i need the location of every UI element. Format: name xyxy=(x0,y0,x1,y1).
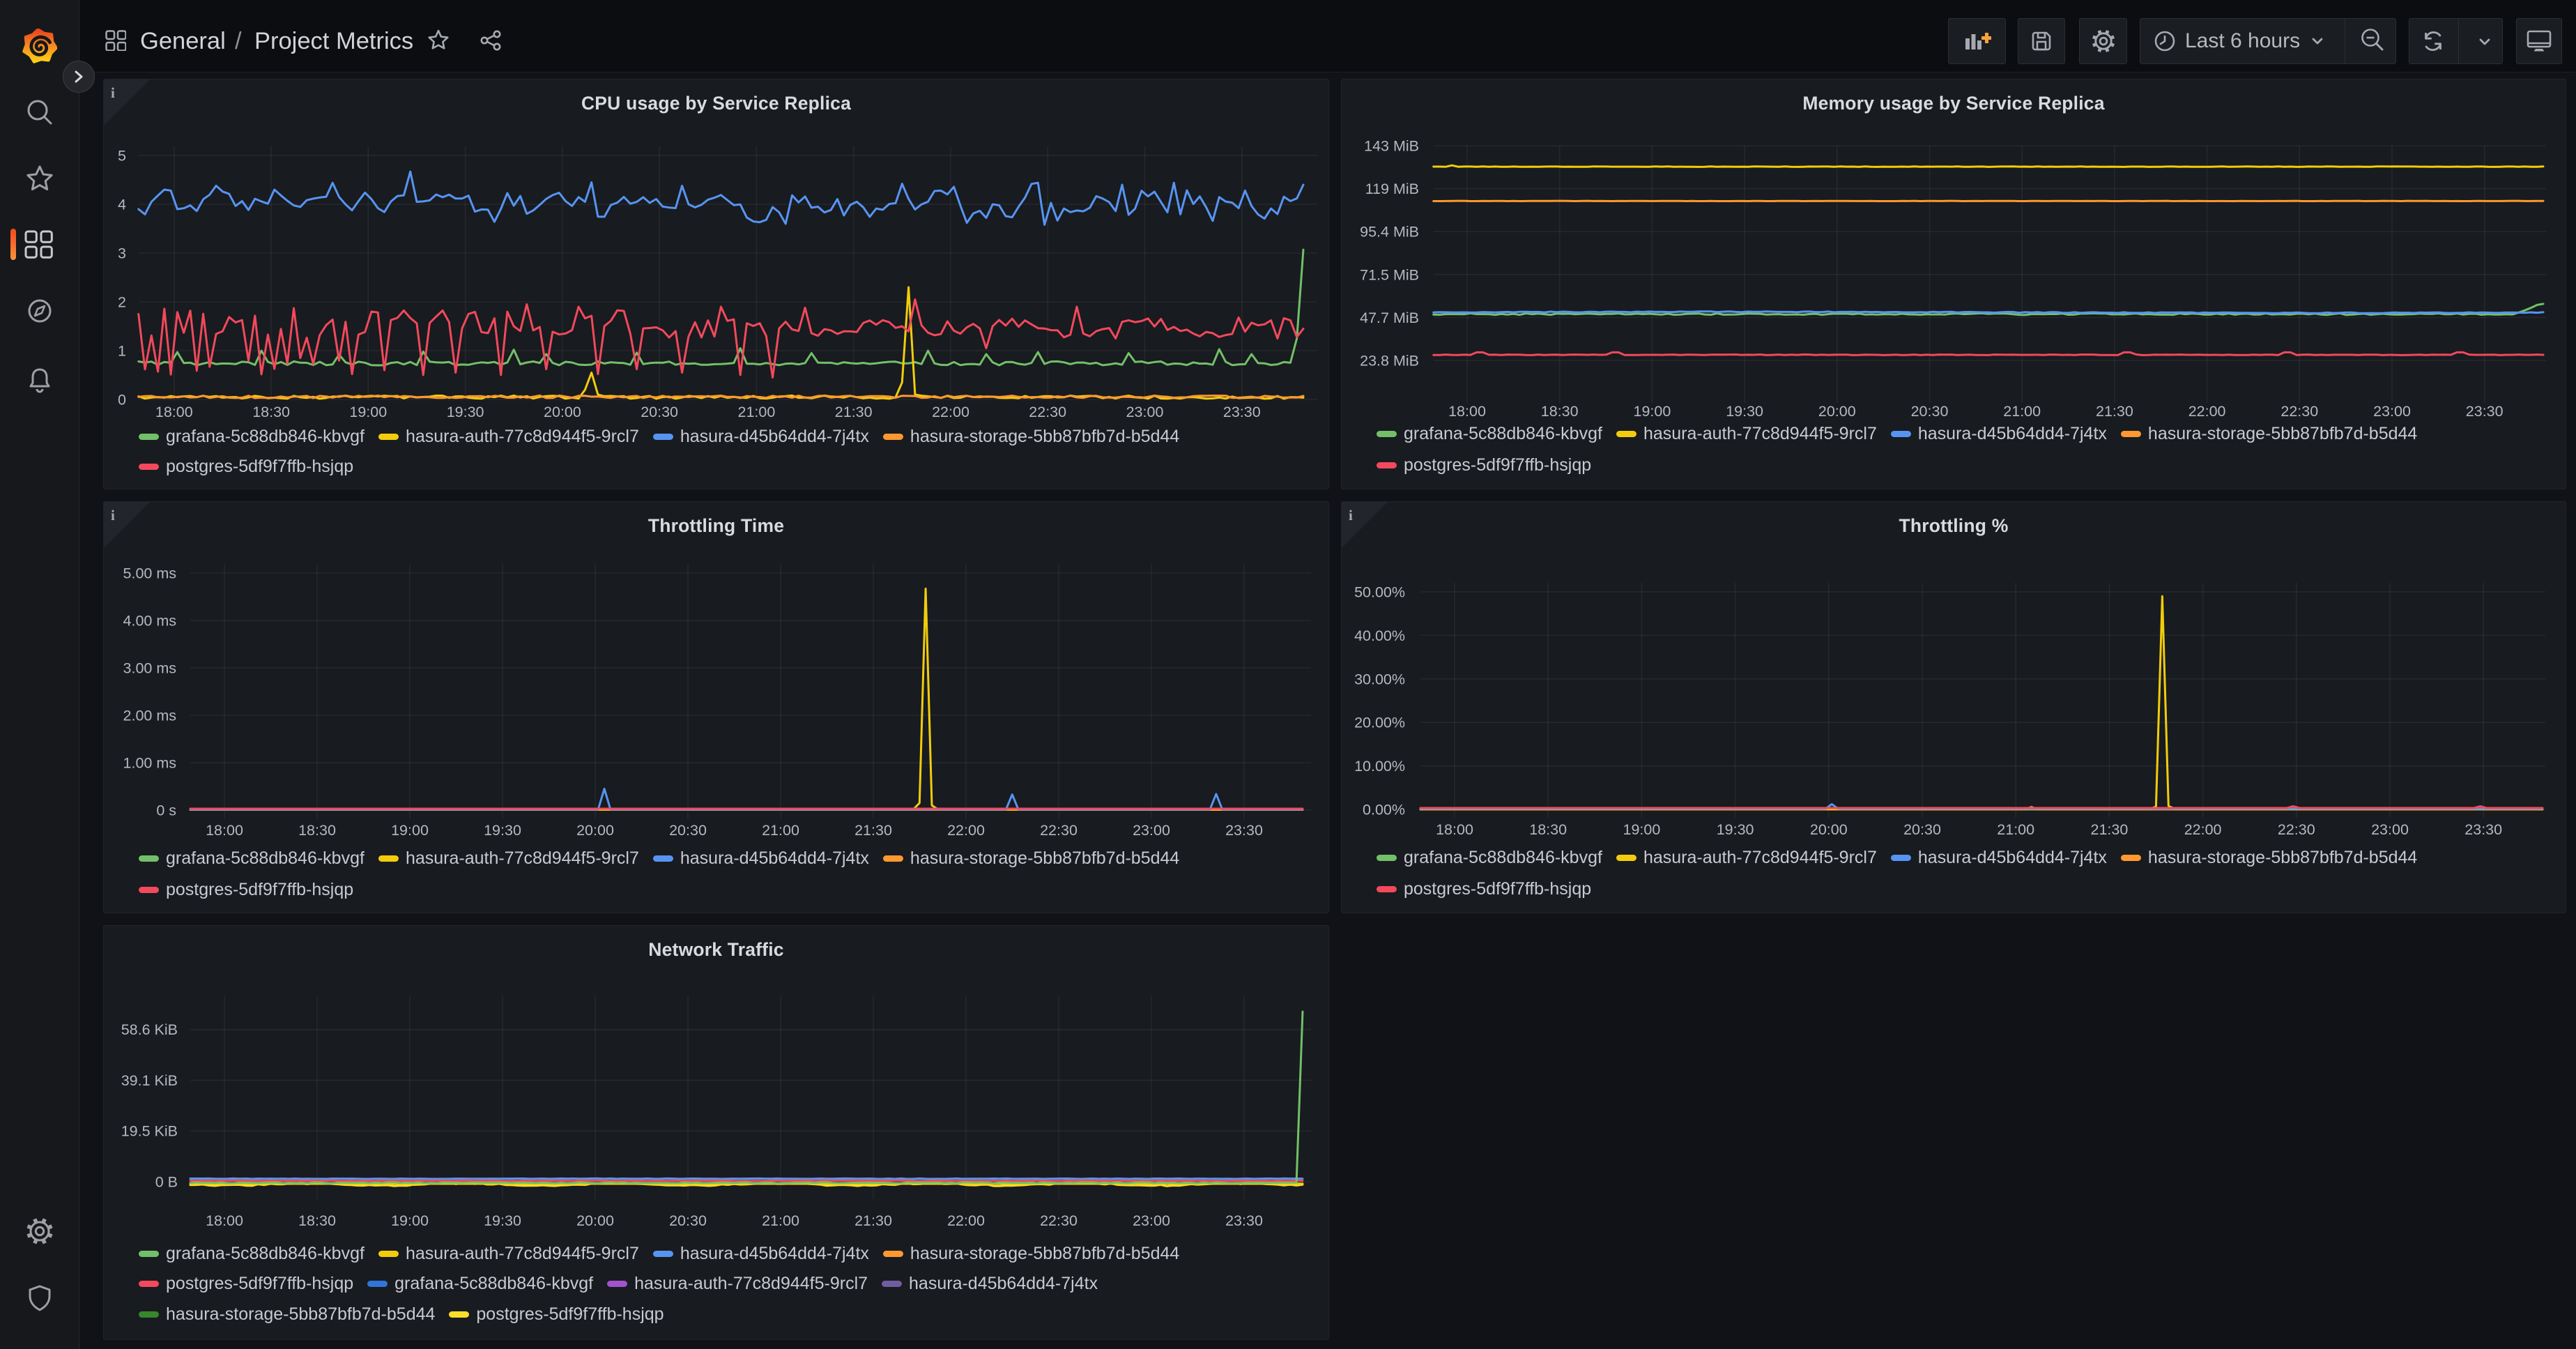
svg-text:20:00: 20:00 xyxy=(576,1212,614,1229)
svg-text:18:30: 18:30 xyxy=(1529,821,1567,838)
svg-text:23:30: 23:30 xyxy=(2464,821,2502,838)
svg-text:20:00: 20:00 xyxy=(1818,403,1856,420)
svg-text:23.8 MiB: 23.8 MiB xyxy=(1360,353,1419,369)
svg-text:20:00: 20:00 xyxy=(576,822,614,839)
svg-text:20:30: 20:30 xyxy=(669,1212,707,1229)
svg-text:20.00%: 20.00% xyxy=(1354,715,1405,731)
svg-text:4.00 ms: 4.00 ms xyxy=(123,613,176,630)
svg-text:39.1 KiB: 39.1 KiB xyxy=(121,1072,178,1089)
svg-text:71.5 MiB: 71.5 MiB xyxy=(1360,266,1419,283)
svg-text:19:00: 19:00 xyxy=(1633,403,1671,420)
svg-text:1: 1 xyxy=(118,343,126,360)
svg-text:20:30: 20:30 xyxy=(1911,403,1949,420)
svg-text:22:00: 22:00 xyxy=(947,822,985,839)
svg-text:18:30: 18:30 xyxy=(252,404,290,420)
svg-text:19:30: 19:30 xyxy=(1717,821,1754,838)
svg-text:19:00: 19:00 xyxy=(1623,821,1660,838)
svg-text:19:30: 19:30 xyxy=(484,822,521,839)
svg-text:23:30: 23:30 xyxy=(1223,404,1261,420)
svg-text:20:30: 20:30 xyxy=(1903,821,1941,838)
svg-text:0: 0 xyxy=(118,392,126,409)
svg-text:1.00 ms: 1.00 ms xyxy=(123,755,176,772)
svg-text:47.7 MiB: 47.7 MiB xyxy=(1360,310,1419,326)
svg-text:22:30: 22:30 xyxy=(1040,1212,1078,1229)
svg-text:21:30: 21:30 xyxy=(854,1212,892,1229)
svg-text:23:00: 23:00 xyxy=(2371,821,2409,838)
svg-text:19.5 KiB: 19.5 KiB xyxy=(121,1123,178,1140)
svg-text:21:00: 21:00 xyxy=(2003,403,2041,420)
svg-text:23:00: 23:00 xyxy=(1126,404,1164,420)
svg-text:20:00: 20:00 xyxy=(1810,821,1848,838)
svg-text:19:30: 19:30 xyxy=(447,404,484,420)
svg-text:22:00: 22:00 xyxy=(2184,821,2222,838)
svg-text:22:30: 22:30 xyxy=(2278,821,2315,838)
svg-text:19:00: 19:00 xyxy=(391,822,429,839)
svg-text:21:30: 21:30 xyxy=(835,404,873,420)
svg-text:18:30: 18:30 xyxy=(298,822,336,839)
svg-text:95.4 MiB: 95.4 MiB xyxy=(1360,224,1419,241)
svg-text:23:00: 23:00 xyxy=(2373,403,2411,420)
svg-text:18:00: 18:00 xyxy=(206,1212,243,1229)
svg-text:5: 5 xyxy=(118,148,126,165)
svg-text:19:30: 19:30 xyxy=(1726,403,1763,420)
svg-text:19:00: 19:00 xyxy=(391,1212,429,1229)
svg-text:2.00 ms: 2.00 ms xyxy=(123,708,176,724)
svg-text:10.00%: 10.00% xyxy=(1354,758,1405,775)
svg-text:18:00: 18:00 xyxy=(1448,403,1486,420)
svg-text:21:00: 21:00 xyxy=(737,404,775,420)
svg-text:23:30: 23:30 xyxy=(1225,1212,1263,1229)
svg-text:3: 3 xyxy=(118,245,126,262)
svg-text:5.00 ms: 5.00 ms xyxy=(123,565,176,582)
svg-text:22:00: 22:00 xyxy=(2188,403,2226,420)
svg-text:21:00: 21:00 xyxy=(762,1212,799,1229)
svg-text:22:30: 22:30 xyxy=(1029,404,1066,420)
svg-text:21:30: 21:30 xyxy=(854,822,892,839)
svg-text:19:30: 19:30 xyxy=(484,1212,521,1229)
svg-text:23:00: 23:00 xyxy=(1133,822,1170,839)
svg-text:119 MiB: 119 MiB xyxy=(1365,181,1419,197)
svg-text:21:30: 21:30 xyxy=(2096,403,2133,420)
svg-text:20:30: 20:30 xyxy=(641,404,678,420)
svg-text:22:00: 22:00 xyxy=(947,1212,985,1229)
svg-text:0.00%: 0.00% xyxy=(1363,802,1405,818)
svg-text:2: 2 xyxy=(118,294,126,311)
svg-text:22:00: 22:00 xyxy=(932,404,969,420)
svg-text:22:30: 22:30 xyxy=(1040,822,1078,839)
svg-text:0 s: 0 s xyxy=(156,802,176,819)
svg-text:21:00: 21:00 xyxy=(762,822,799,839)
svg-text:18:00: 18:00 xyxy=(1436,821,1473,838)
svg-text:21:00: 21:00 xyxy=(1997,821,2034,838)
svg-text:23:00: 23:00 xyxy=(1133,1212,1170,1229)
svg-text:23:30: 23:30 xyxy=(2466,403,2504,420)
svg-text:143 MiB: 143 MiB xyxy=(1364,138,1419,155)
svg-text:50.00%: 50.00% xyxy=(1354,584,1405,601)
svg-text:0 B: 0 B xyxy=(155,1174,178,1191)
svg-text:20:00: 20:00 xyxy=(544,404,581,420)
svg-text:3.00 ms: 3.00 ms xyxy=(123,660,176,677)
svg-text:30.00%: 30.00% xyxy=(1354,671,1405,687)
svg-text:19:00: 19:00 xyxy=(349,404,387,420)
svg-text:18:30: 18:30 xyxy=(298,1212,336,1229)
svg-text:4: 4 xyxy=(118,197,126,213)
svg-text:23:30: 23:30 xyxy=(1225,822,1263,839)
svg-text:21:30: 21:30 xyxy=(2090,821,2128,838)
svg-text:18:30: 18:30 xyxy=(1541,403,1579,420)
svg-text:22:30: 22:30 xyxy=(2280,403,2318,420)
svg-text:18:00: 18:00 xyxy=(206,822,243,839)
svg-text:40.00%: 40.00% xyxy=(1354,627,1405,644)
svg-text:18:00: 18:00 xyxy=(155,404,193,420)
svg-text:20:30: 20:30 xyxy=(669,822,707,839)
svg-text:58.6 KiB: 58.6 KiB xyxy=(121,1021,178,1038)
